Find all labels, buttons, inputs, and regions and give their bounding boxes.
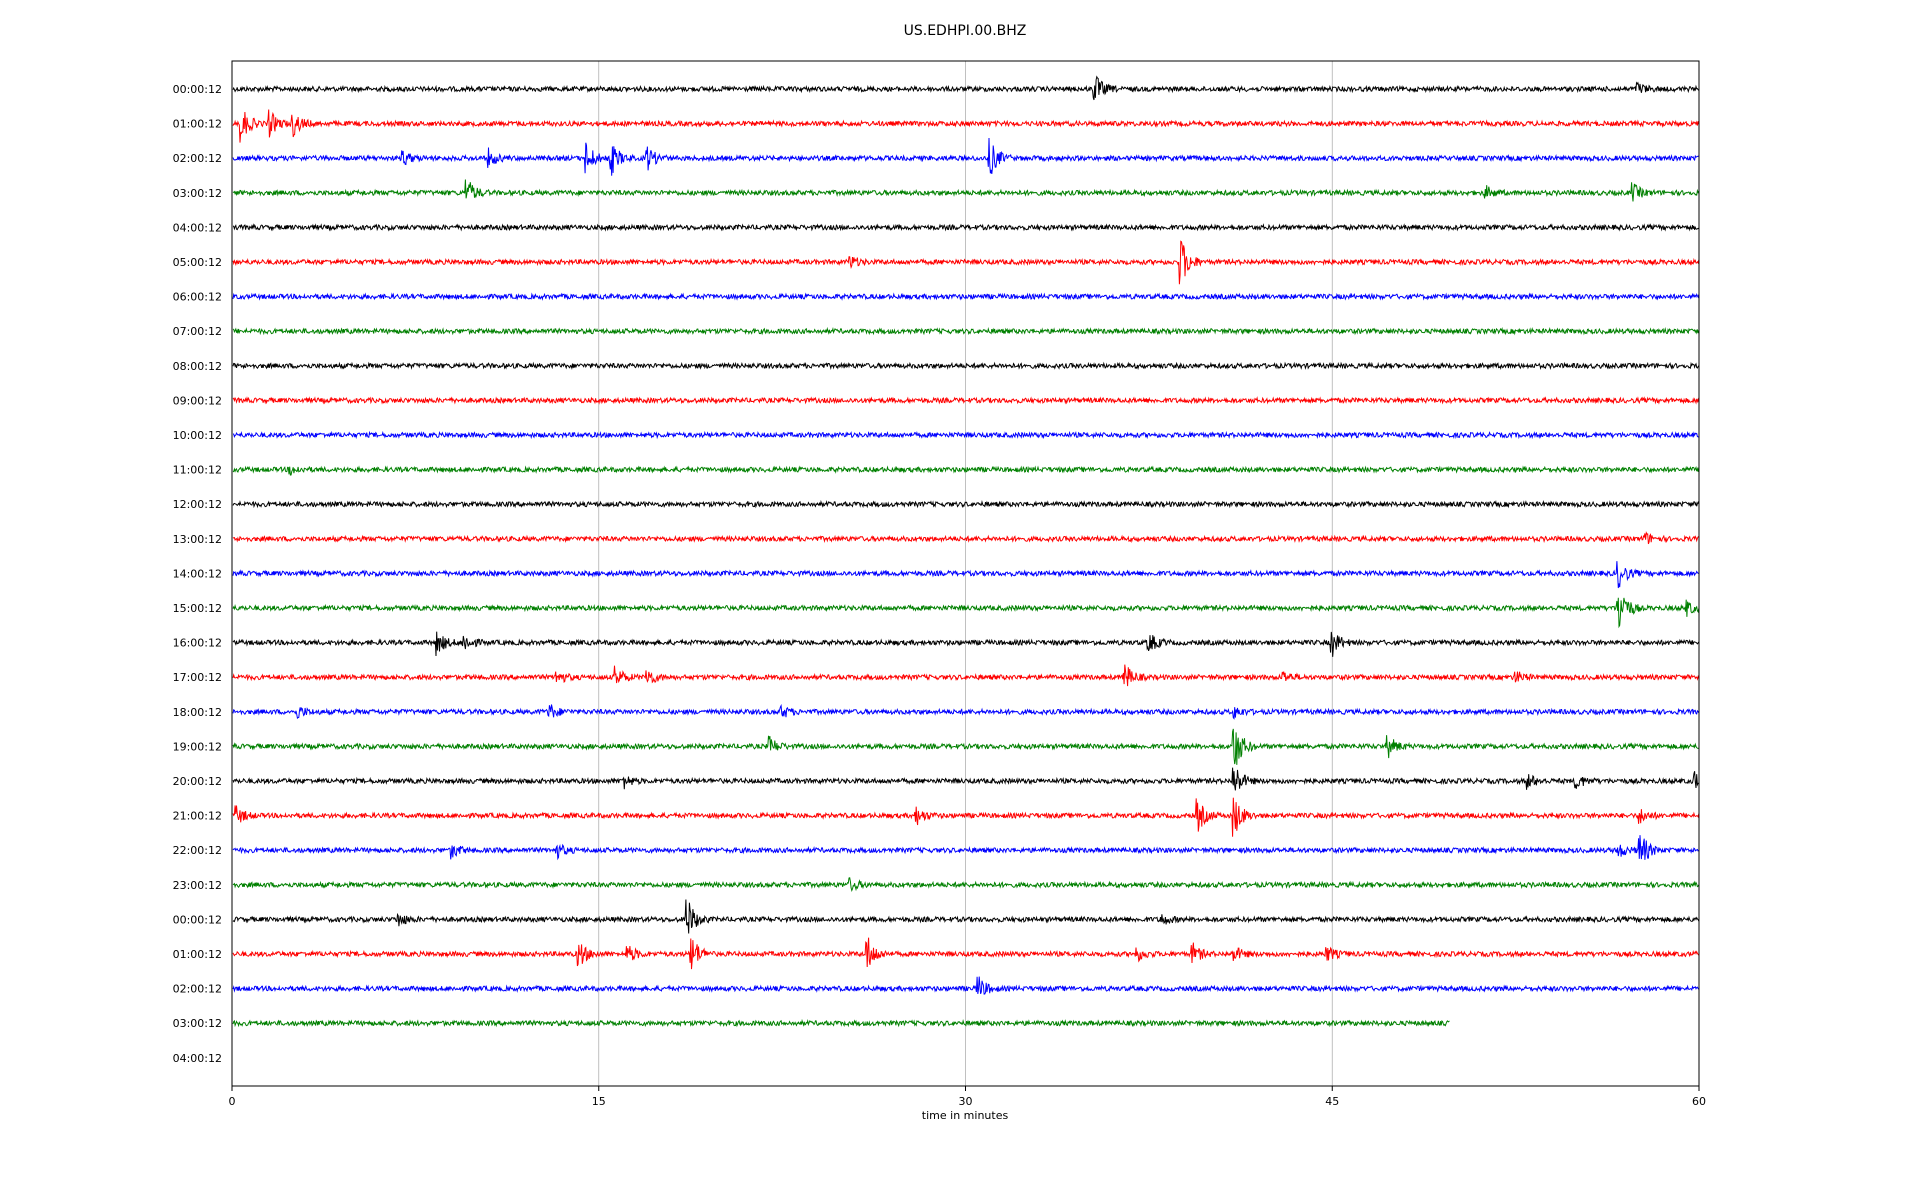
row-label: 13:00:12 <box>173 533 222 546</box>
trace-row-17 <box>232 664 1700 687</box>
trace-row-3 <box>232 179 1700 202</box>
trace-row-20 <box>232 767 1699 791</box>
row-label: 01:00:12 <box>173 118 222 131</box>
x-tick-label: 60 <box>1692 1095 1706 1108</box>
trace-row-6 <box>232 292 1700 301</box>
trace-row-2 <box>232 137 1699 176</box>
row-label: 12:00:12 <box>173 498 222 511</box>
trace-row-5 <box>232 240 1700 285</box>
trace-row-21 <box>232 797 1700 837</box>
row-label: 02:00:12 <box>173 152 222 165</box>
row-label: 17:00:12 <box>173 671 222 684</box>
row-label: 23:00:12 <box>173 879 222 892</box>
row-label: 04:00:12 <box>173 1052 222 1065</box>
row-time-labels: 00:00:12 01:00:12 02:00:12 03:00:12 04:00:12… <box>173 83 222 1065</box>
trace-row-11 <box>232 465 1700 476</box>
trace-row-12 <box>232 499 1700 509</box>
trace-row-4 <box>232 223 1700 232</box>
x-axis-label: time in minutes <box>922 1109 1009 1122</box>
trace-row-9 <box>232 396 1700 405</box>
x-axis-ticks: 0 15 30 45 60 <box>229 1086 1706 1108</box>
row-label: 04:00:12 <box>173 221 222 234</box>
trace-row-13 <box>232 531 1700 545</box>
row-label: 16:00:12 <box>173 637 222 650</box>
row-label: 20:00:12 <box>173 775 222 788</box>
row-label: 03:00:12 <box>173 1017 222 1030</box>
row-label: 09:00:12 <box>173 394 222 407</box>
trace-row-16 <box>232 631 1700 657</box>
row-label: 10:00:12 <box>173 429 222 442</box>
row-label: 19:00:12 <box>173 740 222 753</box>
trace-row-27 <box>232 1018 1450 1028</box>
trace-row-18 <box>232 703 1700 720</box>
trace-row-15 <box>232 597 1700 629</box>
x-tick-label: 45 <box>1325 1095 1339 1108</box>
trace-row-0 <box>232 75 1700 101</box>
row-label: 00:00:12 <box>173 913 222 926</box>
trace-row-19 <box>232 728 1699 765</box>
row-label: 11:00:12 <box>173 464 222 477</box>
row-label: 05:00:12 <box>173 256 222 269</box>
row-label: 18:00:12 <box>173 706 222 719</box>
row-label: 21:00:12 <box>173 810 222 823</box>
chart-title: US.EDHPI.00.BHZ <box>904 23 1027 39</box>
row-label: 03:00:12 <box>173 187 222 200</box>
trace-row-14 <box>232 561 1699 589</box>
row-label: 06:00:12 <box>173 291 222 304</box>
trace-row-25 <box>232 937 1700 970</box>
x-tick-label: 0 <box>229 1095 236 1108</box>
trace-row-23 <box>232 877 1700 893</box>
trace-row-22 <box>232 835 1700 861</box>
row-label: 07:00:12 <box>173 325 222 338</box>
row-label: 02:00:12 <box>173 983 222 996</box>
row-label: 01:00:12 <box>173 948 222 961</box>
row-label: 15:00:12 <box>173 602 222 615</box>
trace-row-10 <box>232 430 1699 440</box>
trace-row-26 <box>232 976 1700 995</box>
trace-row-24 <box>232 899 1700 934</box>
x-tick-label: 15 <box>592 1095 606 1108</box>
trace-row-8 <box>232 361 1700 371</box>
row-label: 14:00:12 <box>173 567 222 580</box>
row-label: 08:00:12 <box>173 360 222 373</box>
seismogram-traces <box>232 75 1700 1028</box>
trace-row-1 <box>232 109 1700 143</box>
row-label: 22:00:12 <box>173 844 222 857</box>
trace-row-7 <box>232 326 1700 336</box>
x-tick-label: 30 <box>959 1095 973 1108</box>
row-label: 00:00:12 <box>173 83 222 96</box>
